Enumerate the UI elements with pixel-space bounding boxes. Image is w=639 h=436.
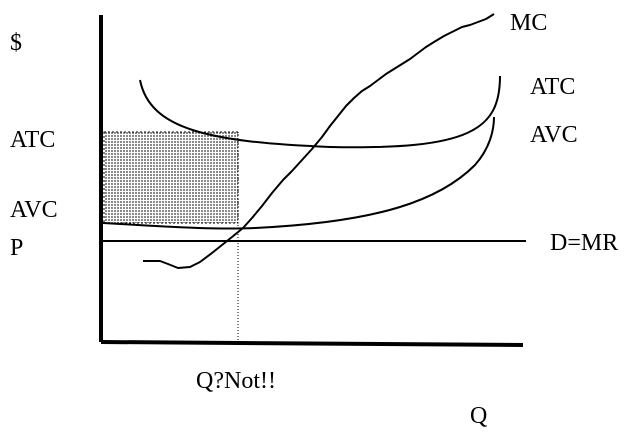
y-axis-label: $ bbox=[10, 30, 22, 56]
loss-area bbox=[103, 131, 239, 224]
x-axis-line bbox=[100, 340, 524, 347]
price-axis-label: P bbox=[10, 235, 23, 261]
mc-curve-label: MC bbox=[510, 10, 547, 36]
quantity-marker-label: Q?Not!! bbox=[196, 368, 276, 394]
demand-mr-label: D=MR bbox=[550, 230, 618, 256]
atc-curve-label: ATC bbox=[530, 74, 575, 100]
x-axis-label: Q bbox=[470, 403, 487, 429]
mc-curve bbox=[143, 13, 495, 269]
avc-axis-label: AVC bbox=[10, 197, 58, 223]
atc-axis-label: ATC bbox=[10, 127, 55, 153]
avc-curve-label: AVC bbox=[530, 122, 578, 148]
atc-curve bbox=[139, 75, 501, 149]
avc-curve bbox=[102, 116, 495, 230]
